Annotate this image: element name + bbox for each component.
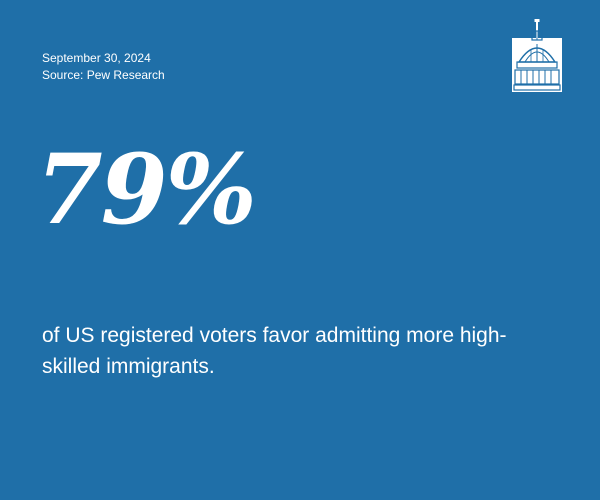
meta-block: September 30, 2024 Source: Pew Research xyxy=(42,50,165,84)
source-label: Source: Pew Research xyxy=(42,68,165,82)
capitol-dome-icon xyxy=(512,18,562,92)
statistic-description: of US registered voters favor admitting … xyxy=(42,324,507,378)
headline-statistic: 79% xyxy=(36,133,257,246)
date-label: September 30, 2024 xyxy=(42,51,151,65)
